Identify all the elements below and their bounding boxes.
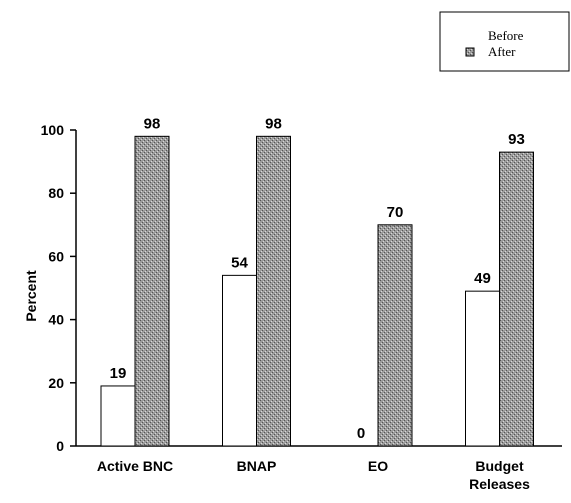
bar-before-0 — [100, 385, 136, 447]
data-label-before-1: 54 — [231, 254, 248, 271]
bar-after-3 — [499, 151, 534, 447]
category-labels: Active BNC BNAP EO Budget Releases — [97, 458, 530, 492]
data-label-before-3: 49 — [474, 270, 491, 287]
category-label: Budget Releases — [469, 458, 530, 492]
category-label: BNAP — [237, 458, 277, 474]
data-label-after-2: 70 — [387, 204, 404, 221]
bar-before-3 — [465, 290, 500, 447]
y-tick-label: 20 — [48, 375, 64, 391]
data-label-after-3: 93 — [508, 131, 525, 148]
legend-swatch-after — [465, 47, 475, 57]
y-ticks: 0 20 40 60 80 100 — [41, 122, 76, 454]
y-axis-title: Percent — [23, 270, 39, 322]
bar-after-0 — [134, 135, 170, 447]
category-label: Active BNC — [97, 458, 173, 474]
data-labels: 19 54 0 49 98 98 70 93 — [110, 115, 525, 442]
y-tick-label: 60 — [48, 248, 64, 264]
legend-label-after: After — [488, 44, 516, 59]
y-tick-label: 0 — [56, 438, 64, 454]
legend-label-before: Before — [488, 28, 524, 43]
y-tick-label: 100 — [41, 122, 65, 138]
y-tick-label: 80 — [48, 185, 64, 201]
category-label: EO — [368, 458, 388, 474]
legend-swatch-before — [468, 33, 476, 41]
bars — [100, 135, 534, 447]
data-label-before-2: 0 — [357, 425, 365, 442]
legend-box — [439, 11, 570, 72]
data-label-after-0: 98 — [144, 115, 161, 132]
data-label-before-0: 19 — [110, 365, 127, 382]
bar-after-2 — [377, 224, 413, 447]
legend: Before After — [439, 11, 570, 72]
bar-before-1 — [222, 274, 257, 447]
data-label-after-1: 98 — [265, 115, 282, 132]
bar-after-1 — [256, 135, 291, 447]
y-tick-label: 40 — [48, 312, 64, 328]
